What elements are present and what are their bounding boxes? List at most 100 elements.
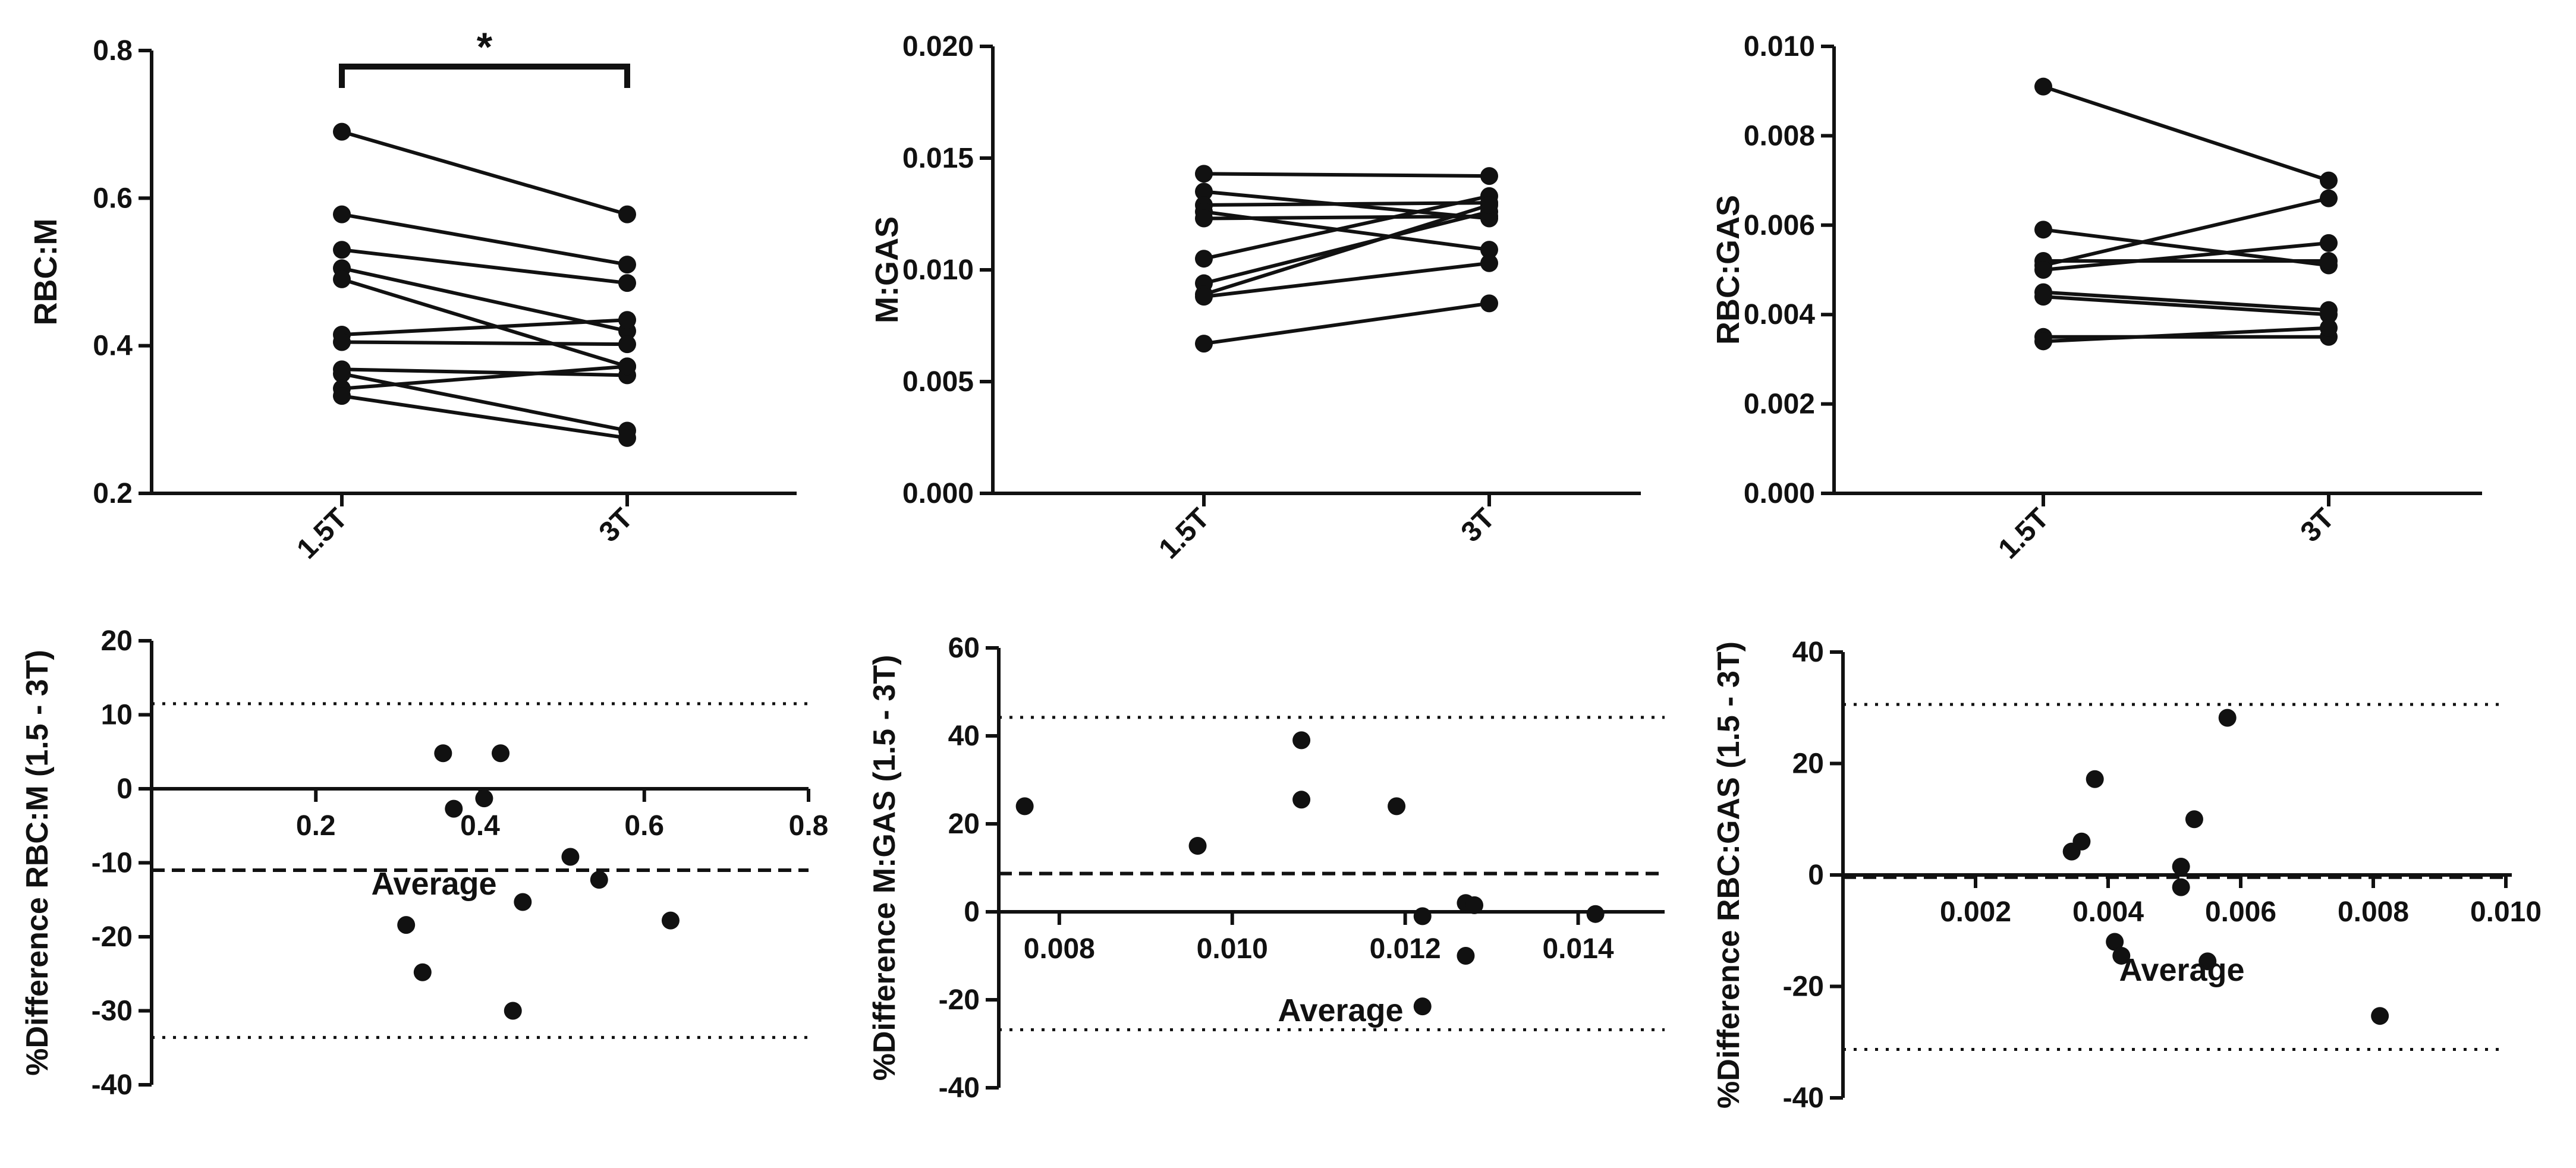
data-point [1413,997,1432,1016]
paired-chart-1: 0.2 0.4 0.6 0.8 1.5T 3T RBC:M * [28,24,797,565]
x-tick-label: 0.014 [1542,933,1613,965]
pair-line [2043,84,2329,182]
y-tick-label: 0.010 [1744,31,1815,62]
y-tick-label: -20 [939,984,980,1016]
data-point-3T [2320,306,2338,324]
y-tick-label: 0 [1808,860,1824,891]
y-tick-label: 0.002 [1744,389,1815,420]
x-tick-label: 0.012 [1370,933,1441,965]
data-point [2112,946,2131,965]
data-point-1.5T [1195,182,1213,201]
x-tick-label-3T: 3T [1455,502,1501,548]
y-tick-label: 0.006 [1744,210,1815,241]
data-point-3T [618,274,636,292]
y-axis-title: %Difference RBC:GAS (1.5 - 3T) [1712,641,1746,1109]
y-tick-label: 60 [948,632,980,664]
y-tick-label: 0.4 [93,330,133,362]
y-tick-label: -40 [939,1072,980,1104]
data-point [1388,797,1406,816]
data-point-1.5T [2034,288,2052,306]
pair-line [2043,290,2329,312]
data-point [1292,731,1311,750]
x-tick-label-1.5T: 1.5T [291,502,353,565]
data-point-1.5T [333,387,351,405]
data-point [1292,791,1311,809]
data-point [413,963,432,981]
pair-line [2043,326,2329,344]
y-tick-label: -20 [1783,971,1824,1003]
bland-altman-chart-1: -40 -30 -20 -10 0 10 20 0.2 0.4 0.6 0.8 Average %Dif… [20,625,828,1101]
data-point [2218,709,2237,727]
significance-bracket [339,64,630,88]
x-tick-label: 0.2 [296,810,336,842]
data-point-1.5T [333,270,351,288]
data-point-1.5T [333,241,351,259]
data-point [661,911,680,930]
y-tick-label: -10 [92,848,133,879]
data-point-3T [618,335,636,354]
pair-line [1203,172,1490,178]
pair-line [1203,301,1490,346]
data-point [492,744,510,763]
y-tick-label: -30 [92,996,133,1027]
x-axis-title: Average [1278,993,1403,1028]
data-point [514,893,532,911]
data-point [1586,905,1605,923]
pair-line [341,364,628,391]
data-point-1.5T [2034,332,2052,351]
data-point-1.5T [1195,335,1213,353]
y-tick-label: 0.2 [93,478,133,509]
pair-line [341,248,628,285]
data-point-1.5T [2034,261,2052,279]
x-tick-label-1.5T: 1.5T [1992,502,2055,565]
paired-chart-3: 0.000 0.002 0.004 0.006 0.008 0.010 1.5T 3T RBC:… [1710,31,2482,565]
y-axis-title: %Difference RBC:M (1.5 - 3T) [20,650,55,1076]
data-point-1.5T [2034,221,2052,239]
x-tick-label: 0.8 [789,810,829,842]
x-tick-label-3T: 3T [2295,502,2341,548]
data-point-3T [618,205,636,223]
data-point [561,848,580,866]
data-point [2086,770,2104,788]
data-point [2106,933,2124,951]
pair-line [341,394,628,440]
data-point-3T [2320,234,2338,252]
data-point-3T [618,311,636,329]
x-axis-title: Average [371,866,496,902]
pair-line [1203,214,1490,221]
pair-line [1203,210,1490,285]
data-point-1.5T [1195,209,1213,228]
x-tick-label: 0.002 [1940,896,2011,928]
y-tick-label: -40 [1783,1082,1824,1114]
y-tick-label: 0 [964,896,980,928]
x-axis-title: Average [2119,952,2244,988]
y-tick-label: 20 [101,625,133,657]
data-point-3T [2320,189,2338,207]
data-point [504,1002,522,1020]
data-point-1.5T [333,333,351,351]
data-point [2198,952,2217,971]
y-tick-label: -20 [92,921,133,953]
data-point-3T [2320,171,2338,190]
data-point-3T [1480,167,1498,185]
y-axis-title: %Difference M:GAS (1.5 - 3T) [867,655,902,1081]
x-tick-label: 0.006 [2205,896,2276,928]
pair-line [1203,201,1490,207]
pair-line [1203,261,1490,299]
pair-line [341,340,628,347]
x-tick-label: 0.6 [624,810,664,842]
data-point [590,871,608,889]
pair-line [341,130,628,216]
data-point-1.5T [1195,288,1213,306]
data-point-3T [618,357,636,376]
y-tick-label: 0.8 [93,35,133,67]
pair-line [2043,295,2329,317]
data-point [434,744,452,763]
data-point-3T [618,429,636,447]
significance-star: * [477,24,493,70]
paired-chart-2: 0.000 0.005 0.010 0.015 0.020 1.5T 3T M:GAS [869,31,1641,565]
data-point-1.5T [2034,77,2052,96]
data-point-1.5T [333,205,351,223]
data-point [1413,907,1432,925]
